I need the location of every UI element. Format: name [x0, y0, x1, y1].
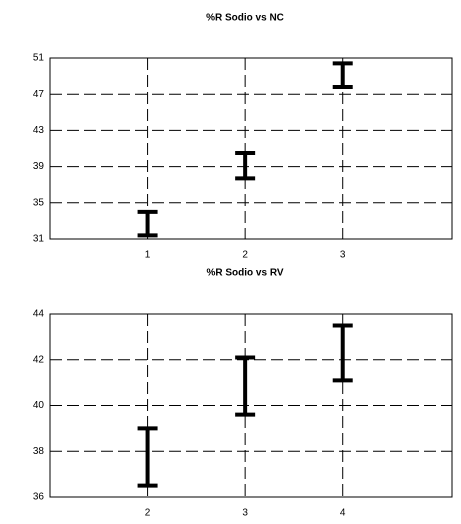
y-tick-label: 40 [33, 400, 45, 411]
y-tick-label: 42 [33, 354, 45, 365]
y-tick-label: 31 [33, 234, 45, 245]
y-tick-label: 35 [33, 197, 45, 208]
x-tick-label: 2 [242, 250, 248, 261]
x-tick-label: 4 [340, 508, 346, 519]
x-tick-label: 1 [145, 250, 151, 261]
plot-frame [49, 57, 453, 240]
x-tick-label: 2 [145, 508, 151, 519]
y-tick-label: 44 [33, 309, 45, 320]
y-tick-label: 47 [33, 89, 45, 100]
y-tick-label: 39 [33, 161, 45, 172]
chart-title: %R Sodio vs NC [206, 13, 284, 24]
y-tick-label: 51 [33, 53, 45, 64]
y-tick-label: 43 [33, 125, 45, 136]
chart-title: %R Sodio vs RV [206, 268, 283, 279]
y-tick-label: 36 [33, 492, 45, 503]
x-tick-label: 3 [242, 508, 248, 519]
x-tick-label: 3 [340, 250, 346, 261]
y-tick-label: 38 [33, 446, 45, 457]
